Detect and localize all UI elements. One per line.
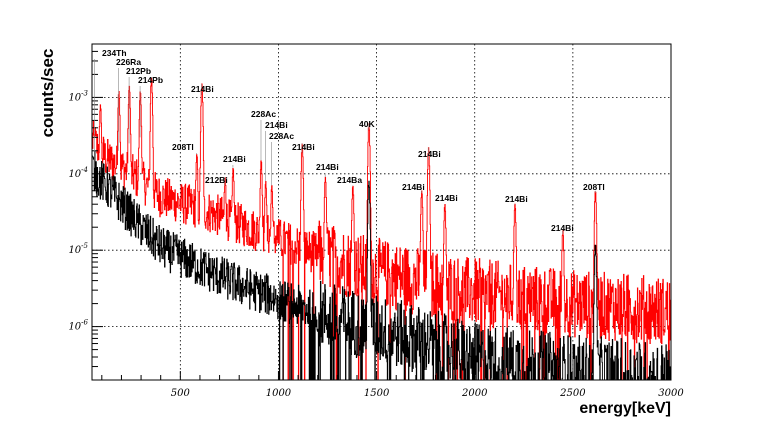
peak-label: 214Bi — [223, 154, 246, 164]
peak-label: 214Bi — [435, 193, 458, 203]
x-tick-label: 1000 — [266, 388, 292, 399]
peak-label: 40K — [359, 119, 375, 129]
peak-label: 214Bi — [292, 142, 315, 152]
y-tick-label: 10-5 — [68, 242, 88, 256]
x-axis-title: energy[keV] — [579, 400, 671, 417]
peak-label: 214Bi — [418, 149, 441, 159]
y-axis-title: counts/sec — [38, 49, 57, 138]
peak-label: 214Bi — [505, 194, 528, 204]
peak-label: 214Pb — [138, 75, 163, 85]
peak-label: 212Bi — [205, 175, 228, 185]
peak-label: 228Ac — [269, 131, 294, 141]
peak-label: 214Ba — [337, 175, 362, 185]
peak-label: 214Bi — [316, 162, 339, 172]
y-tick-label: 10-3 — [68, 89, 88, 103]
peak-label: 234Th — [102, 48, 127, 58]
x-tick-label: 500 — [171, 388, 191, 399]
y-tick-label: 10-6 — [68, 319, 88, 333]
peak-label: 226Ra — [116, 57, 141, 67]
peak-label: 214Bi — [191, 84, 214, 94]
series-group — [91, 77, 672, 381]
peak-label: 208Tl — [172, 142, 194, 152]
plot-frame — [91, 43, 672, 381]
x-tick-label: 3000 — [658, 388, 684, 399]
peak-label: 214Bi — [402, 182, 425, 192]
peak-label: 214Bi — [265, 120, 288, 130]
peak-label: 212Pb — [126, 66, 151, 76]
x-tick-label: 2500 — [559, 388, 586, 399]
peak-label: 208Tl — [583, 182, 605, 192]
x-tick-label: 1500 — [364, 388, 390, 399]
series-red-line — [91, 77, 672, 381]
peak-label: 214Bi — [551, 223, 574, 233]
peak-label: 228Ac — [251, 109, 276, 119]
axes: 500 1000 1500 2000 2500 3000 10-6 10-5 10-4 10-3 — [68, 43, 684, 399]
y-tick-label: 10-4 — [68, 166, 88, 180]
x-tick-label: 2000 — [461, 388, 488, 399]
series-black-line — [91, 151, 672, 381]
